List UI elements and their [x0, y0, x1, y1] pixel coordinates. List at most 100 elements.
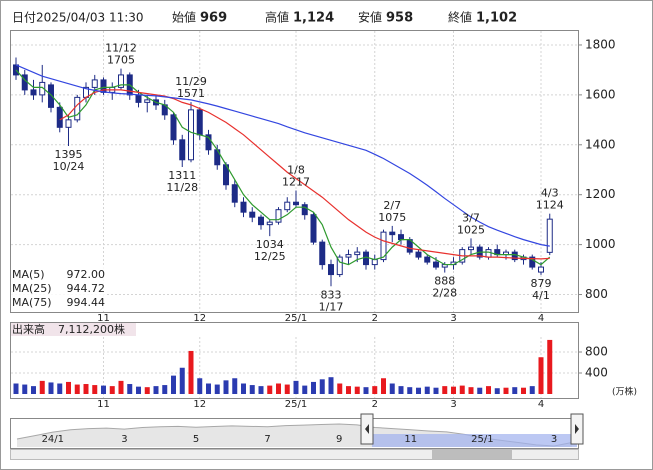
x-tick-label: 2 [372, 313, 378, 324]
annotation-date: 4/3 [541, 187, 559, 200]
volume-bar [232, 378, 238, 394]
field-value: 1,124 [293, 11, 334, 26]
y-tick-label: 400 [585, 366, 608, 380]
x-tick-label: 4 [538, 399, 544, 410]
x-tick-label: 12 [193, 399, 206, 410]
x-tick-label: 12 [193, 313, 206, 324]
candle-body [310, 214, 317, 243]
candle-body [170, 114, 177, 141]
candle-body [538, 266, 544, 273]
y-tick-label: 1400 [585, 137, 616, 151]
volume-bar [179, 367, 185, 394]
volume-bar [241, 383, 246, 394]
volume-bar [354, 386, 360, 394]
volume-bar [22, 384, 28, 394]
candle-body [144, 99, 151, 103]
volume-bar [258, 386, 264, 394]
candle-body [363, 251, 369, 266]
price-panel [10, 30, 579, 313]
volume-bar [127, 384, 133, 394]
candle-body [266, 221, 273, 226]
candle-body [240, 201, 247, 213]
volume-bar [311, 381, 316, 394]
y-tick-label: 1800 [585, 37, 616, 51]
legend-box [11, 267, 106, 311]
navigator-label: 7 [264, 434, 270, 445]
date-label: 日付 [12, 11, 36, 25]
legend-value: 972.00 [67, 268, 106, 281]
navigator-selection [372, 434, 577, 447]
volume-bar [153, 386, 159, 394]
volume-bar [319, 379, 325, 394]
volume-bar [293, 380, 299, 394]
annotation-date: 11/29 [175, 75, 207, 88]
candle-body [65, 119, 72, 128]
volume-bar [171, 375, 176, 394]
volume-bar [267, 385, 273, 394]
annotation-date: 12/25 [254, 250, 286, 263]
volume-bar [284, 384, 290, 394]
navigator-label: 3 [121, 434, 127, 445]
volume-bar [57, 383, 63, 394]
navigator-label: 25/1 [471, 434, 493, 445]
volume-bar [424, 386, 430, 394]
candle-body [354, 251, 361, 256]
y-tick-label: 800 [585, 287, 608, 301]
volume-bar [459, 385, 465, 394]
volume-bar [328, 377, 334, 394]
annotation-date: 1/8 [287, 163, 305, 176]
volume-bar [74, 384, 80, 394]
x-tick-label: 4 [538, 313, 544, 324]
volume-bar [372, 386, 378, 394]
field-name: 安値 [358, 10, 382, 25]
annotation-date: 11/28 [166, 181, 198, 194]
candle-body [179, 139, 186, 161]
y-tick-label: 1000 [585, 237, 616, 251]
annotation-value: 1217 [282, 175, 310, 188]
volume-bar [416, 387, 421, 394]
candle-body [118, 74, 124, 88]
volume-bar [92, 385, 98, 394]
candle-body [293, 201, 299, 206]
legend-name: MA(25) [12, 282, 52, 295]
annotation-date: 1/17 [319, 300, 344, 313]
volume-bar [451, 386, 456, 394]
candle-body [91, 79, 98, 88]
candle-body [546, 218, 553, 253]
y-tick-label: 1200 [585, 187, 616, 201]
volume-bar [477, 387, 483, 394]
field-name: 高値 [265, 10, 289, 25]
annotation-value: 879 [531, 277, 552, 290]
volume-bar [197, 378, 203, 394]
annotation-value: 888 [434, 275, 455, 288]
annotation-date: 11/12 [105, 42, 137, 55]
candle-body [249, 211, 256, 218]
candle-body [336, 256, 343, 276]
moving-average-line [15, 69, 551, 266]
field-name: 終値 [448, 10, 472, 25]
volume-bar [48, 382, 54, 394]
date: 2025/04/03 11:30 [36, 11, 144, 25]
volume-bar [538, 357, 544, 394]
candle-body [380, 231, 387, 261]
scrollbar-thumb[interactable] [432, 450, 512, 459]
x-tick-label: 3 [450, 313, 456, 324]
field-value: 958 [386, 11, 413, 26]
volume-bar [136, 386, 141, 394]
volume-bar [276, 383, 281, 394]
candle-body [258, 216, 264, 226]
annotation-value: 1705 [107, 54, 135, 67]
volume-bar [503, 387, 509, 394]
y-tick-label: 800 [585, 345, 608, 359]
navigator-label: 5 [193, 434, 199, 445]
annotation-date: 3/7 [462, 211, 480, 224]
candle-body [13, 64, 19, 76]
navigator-label: 3 [551, 434, 557, 445]
candle-body [284, 201, 291, 211]
candle-body [371, 259, 378, 266]
field-value: 969 [200, 11, 227, 26]
volume-unit: (万株) [612, 386, 637, 398]
volume-bar [529, 386, 535, 394]
volume-bar [442, 386, 448, 394]
